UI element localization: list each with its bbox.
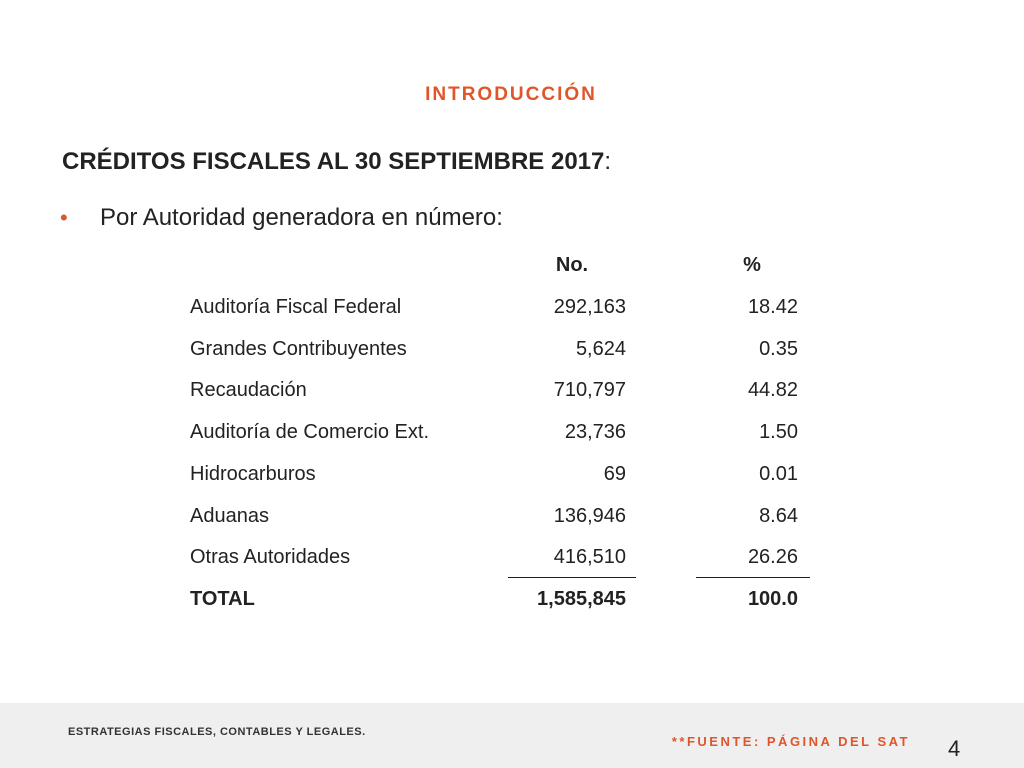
heading-text: CRÉDITOS FISCALES AL 30 SEPTIEMBRE 2017: [62, 148, 605, 175]
row-number: 5,624: [575, 337, 626, 360]
total-label: TOTAL: [190, 587, 255, 610]
row-label: Grandes Contribuyentes: [190, 337, 407, 360]
source-note: **FUENTE: PÁGINA DEL SAT: [671, 734, 910, 749]
total-number: 1,585,845: [537, 587, 626, 610]
bullet-text: Por Autoridad generadora en número:: [100, 204, 503, 231]
row-number: 416,510: [553, 546, 626, 569]
row-percent: 1.50: [759, 421, 798, 444]
row-label: Recaudación: [190, 379, 307, 402]
sum-rule: [696, 577, 810, 578]
row-number: 710,797: [553, 379, 626, 402]
footer-band: [0, 703, 1024, 768]
row-percent: 26.26: [747, 546, 798, 569]
heading: CRÉDITOS FISCALES AL 30 SEPTIEMBRE 2017:: [62, 148, 611, 176]
row-label: Otras Autoridades: [190, 546, 351, 569]
section-title: INTRODUCCIÓN: [425, 84, 597, 105]
row-percent: 18.42: [747, 296, 798, 318]
row-label: Auditoría Fiscal Federal: [190, 296, 402, 318]
row-percent: 0.35: [759, 337, 798, 360]
row-percent: 0.01: [759, 462, 798, 485]
bullet-marker: •: [60, 205, 68, 230]
column-header: %: [743, 254, 761, 276]
row-number: 23,736: [564, 421, 626, 444]
column-header: No.: [555, 254, 589, 276]
row-label: Auditoría de Comercio Ext.: [190, 421, 429, 444]
company-name: ESTRATEGIAS FISCALES, CONTABLES Y LEGALE…: [68, 726, 366, 738]
sum-rule: [508, 577, 636, 578]
row-label: Aduanas: [190, 504, 269, 527]
heading-punctuation: :: [604, 148, 612, 175]
row-label: Hidrocarburos: [190, 462, 316, 485]
page-number: 4: [948, 736, 961, 761]
row-number: 69: [603, 462, 626, 485]
total-percent: 100.0: [747, 587, 798, 610]
row-percent: 44.82: [747, 379, 798, 402]
row-number: 136,946: [553, 504, 626, 527]
row-number: 292,163: [553, 296, 626, 318]
row-percent: 8.64: [759, 504, 798, 527]
